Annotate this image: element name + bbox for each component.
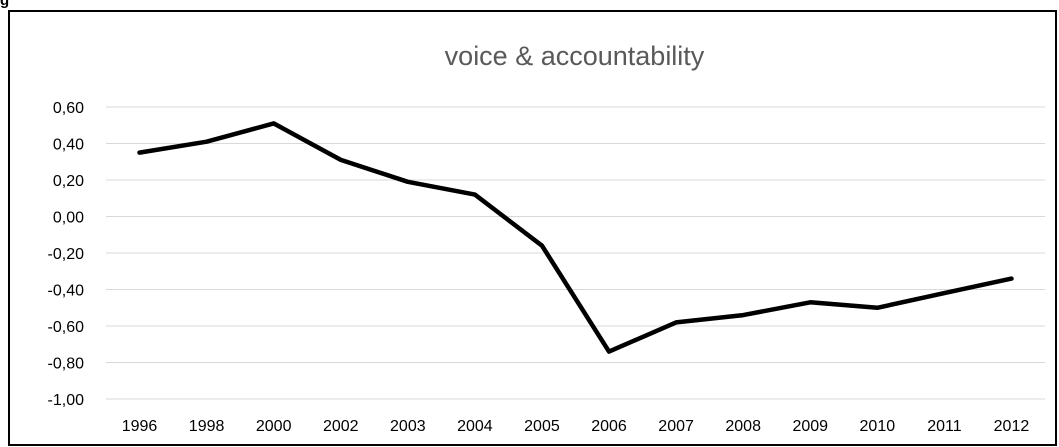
x-tick-label: 2007: [658, 418, 694, 435]
clipped-caption-fragment: g: [0, 0, 10, 9]
x-tick-label: 2010: [860, 418, 896, 435]
x-tick-label: 1998: [189, 418, 225, 435]
x-tick-label: 2005: [524, 418, 560, 435]
x-tick-label: 2011: [927, 418, 962, 435]
x-axis-tick-labels: 1996 1998 2000 2002 2003 2004 2005 2006 2007 2008…: [122, 418, 1030, 435]
y-axis-tick-labels: 0,60 0,40 0,20 0,00 -0,20 -0,40 -0,60 -0,80 -1,0…: [48, 100, 85, 409]
chart-frame: voice & accountability 0,60 0,40 0,20 0,00 -…: [8, 10, 1057, 446]
x-tick-label: 2000: [256, 418, 292, 435]
x-tick-label: 2006: [591, 418, 627, 435]
x-tick-label: 2003: [390, 418, 426, 435]
series-line: [137, 121, 1014, 354]
y-tick-label: -1,00: [48, 392, 85, 409]
x-tick-label: 2008: [725, 418, 761, 435]
x-tick-label: 2002: [323, 418, 359, 435]
y-tick-label: 0,60: [53, 100, 84, 117]
chart-title: voice & accountability: [445, 41, 705, 71]
x-tick-label: 2009: [792, 418, 828, 435]
y-tick-label: 0,20: [53, 173, 84, 190]
x-tick-label: 2012: [994, 418, 1030, 435]
line-chart: voice & accountability 0,60 0,40 0,20 0,00 -…: [48, 41, 1045, 435]
series-layer: [137, 121, 1014, 354]
y-tick-label: 0,40: [53, 137, 84, 154]
y-tick-label: -0,20: [48, 246, 85, 263]
x-tick-label: 2004: [457, 418, 493, 435]
x-tick-label: 1996: [122, 418, 158, 435]
y-tick-label: 0,00: [53, 210, 84, 227]
y-tick-label: -0,80: [48, 356, 85, 373]
y-tick-label: -0,60: [48, 319, 85, 336]
gridlines: [106, 106, 1045, 400]
y-tick-label: -0,40: [48, 283, 85, 300]
